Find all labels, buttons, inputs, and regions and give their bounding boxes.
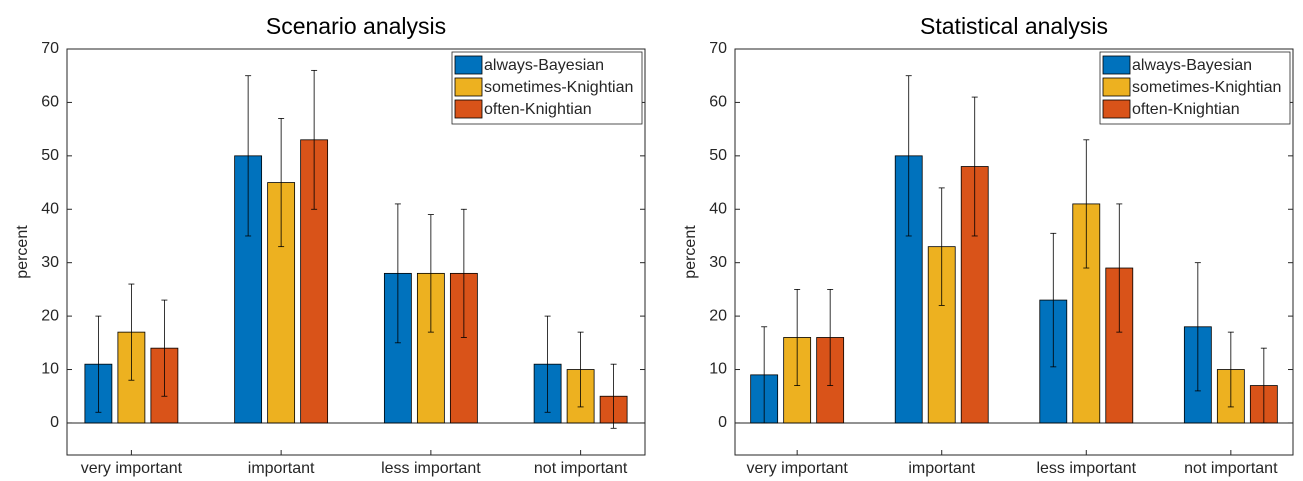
axes-box [734,48,1294,456]
error-bar [794,288,801,386]
error-bar [905,75,912,237]
x-tick-label: important [248,460,315,477]
bar [1105,267,1134,424]
x-tick-label: very important [81,460,183,477]
y-tick-label: 0 [50,414,59,431]
legend-box [451,51,643,125]
error-bar [544,315,551,413]
error-bar [938,187,945,306]
legend-label: always-Bayesian [484,57,604,74]
y-tick-label: 10 [709,361,727,378]
error-bar [761,326,768,424]
error-bar [1194,262,1201,392]
legend-label: often-Knightian [1132,101,1240,118]
y-tick-label: 20 [709,307,727,324]
legend-swatch [454,55,483,75]
legend-swatch [454,77,483,97]
legend-swatch [1102,55,1131,75]
x-tick-label: important [908,460,975,477]
error-bar [311,69,318,210]
legend-label: often-Knightian [484,101,592,118]
error-bar [1116,203,1123,333]
x-tick-label: not important [534,460,628,477]
error-bar [460,208,467,338]
error-bar [394,203,401,344]
error-bar [245,75,252,237]
chart-title: Scenario analysis [266,13,446,39]
error-bar [278,118,285,248]
x-tick-label: not important [1184,460,1278,477]
bar [1183,326,1212,424]
legend: always-Bayesian sometimes-Knightian often-… [1099,51,1291,125]
axes-box [66,48,646,456]
y-tick-label: 30 [709,254,727,271]
legend-swatch [454,99,483,119]
chart-title: Statistical analysis [920,13,1108,39]
error-bar [577,331,584,408]
error-bar [161,299,168,397]
y-tick-label: 50 [709,147,727,164]
error-bar [427,214,434,333]
legend-swatch [1102,77,1131,97]
legend-label: always-Bayesian [1132,57,1252,74]
y-tick-label: 40 [709,200,727,217]
chart: Scenario analysis percent 0 10 20 30 40 50 60 70 v… [14,13,646,477]
y-axis-label: percent [682,225,699,279]
x-tick-label: less important [381,460,481,477]
y-axis-label: percent [14,225,31,279]
y-tick-label: 70 [709,40,727,57]
legend-label: sometimes-Knightian [1132,79,1281,96]
error-bar [1050,232,1057,368]
legend-box [1099,51,1291,125]
error-bar [1260,347,1267,424]
y-tick-label: 20 [41,307,59,324]
y-tick-label: 0 [718,414,727,431]
y-tick-label: 60 [709,94,727,111]
error-bar [827,288,834,386]
y-tick-label: 60 [41,94,59,111]
error-bar [1227,331,1234,408]
error-bar [1083,139,1090,269]
chart: Statistical analysis percent 0 10 20 30 40 50 60… [682,13,1294,477]
y-tick-label: 50 [41,147,59,164]
error-bar [971,96,978,237]
error-bar [128,283,135,381]
y-tick-label: 40 [41,200,59,217]
legend-label: sometimes-Knightian [484,79,633,96]
error-bar [95,315,102,413]
x-tick-label: very important [746,460,848,477]
legend: always-Bayesian sometimes-Knightian often-… [451,51,643,125]
error-bar [610,363,617,429]
y-tick-label: 10 [41,361,59,378]
y-tick-label: 30 [41,254,59,271]
x-tick-label: less important [1036,460,1136,477]
y-tick-label: 70 [41,40,59,57]
legend-swatch [1102,99,1131,119]
